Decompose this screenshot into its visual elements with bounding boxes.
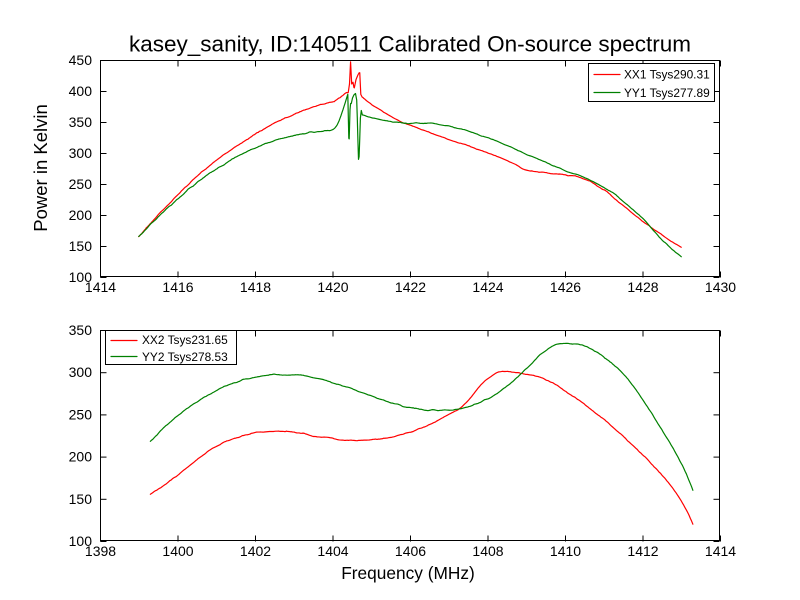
svg-text:200: 200 — [69, 207, 93, 223]
svg-text:1412: 1412 — [627, 543, 658, 559]
svg-text:Power in Kelvin: Power in Kelvin — [30, 104, 51, 232]
svg-text:XX1 Tsys290.31: XX1 Tsys290.31 — [624, 67, 710, 81]
svg-text:1408: 1408 — [472, 543, 503, 559]
svg-text:1406: 1406 — [395, 543, 426, 559]
svg-text:200: 200 — [69, 449, 93, 465]
svg-text:300: 300 — [69, 145, 93, 161]
svg-text:kasey_sanity, ID:140511 Calibr: kasey_sanity, ID:140511 Calibrated On-so… — [129, 32, 691, 57]
svg-text:1422: 1422 — [395, 279, 426, 295]
svg-text:1426: 1426 — [550, 279, 581, 295]
svg-text:450: 450 — [69, 52, 93, 68]
svg-text:1430: 1430 — [705, 279, 736, 295]
svg-text:100: 100 — [69, 269, 93, 285]
svg-text:350: 350 — [69, 114, 93, 130]
svg-text:250: 250 — [69, 406, 93, 422]
svg-text:1400: 1400 — [162, 543, 193, 559]
svg-text:250: 250 — [69, 176, 93, 192]
svg-text:1428: 1428 — [627, 279, 658, 295]
svg-text:1420: 1420 — [317, 279, 348, 295]
svg-text:1402: 1402 — [240, 543, 271, 559]
svg-text:150: 150 — [69, 491, 93, 507]
svg-text:XX2 Tsys231.65: XX2 Tsys231.65 — [142, 333, 228, 347]
svg-text:YY1 Tsys277.89: YY1 Tsys277.89 — [624, 86, 710, 100]
svg-text:YY2 Tsys278.53: YY2 Tsys278.53 — [142, 350, 228, 364]
svg-text:Frequency (MHz): Frequency (MHz) — [341, 563, 474, 583]
svg-text:100: 100 — [69, 533, 93, 549]
svg-text:1414: 1414 — [705, 543, 736, 559]
svg-text:1410: 1410 — [550, 543, 581, 559]
svg-text:150: 150 — [69, 238, 93, 254]
svg-text:1416: 1416 — [162, 279, 193, 295]
svg-text:350: 350 — [69, 322, 93, 338]
svg-text:1404: 1404 — [317, 543, 348, 559]
svg-text:1424: 1424 — [472, 279, 503, 295]
svg-text:400: 400 — [69, 83, 93, 99]
svg-text:1418: 1418 — [240, 279, 271, 295]
svg-text:300: 300 — [69, 364, 93, 380]
